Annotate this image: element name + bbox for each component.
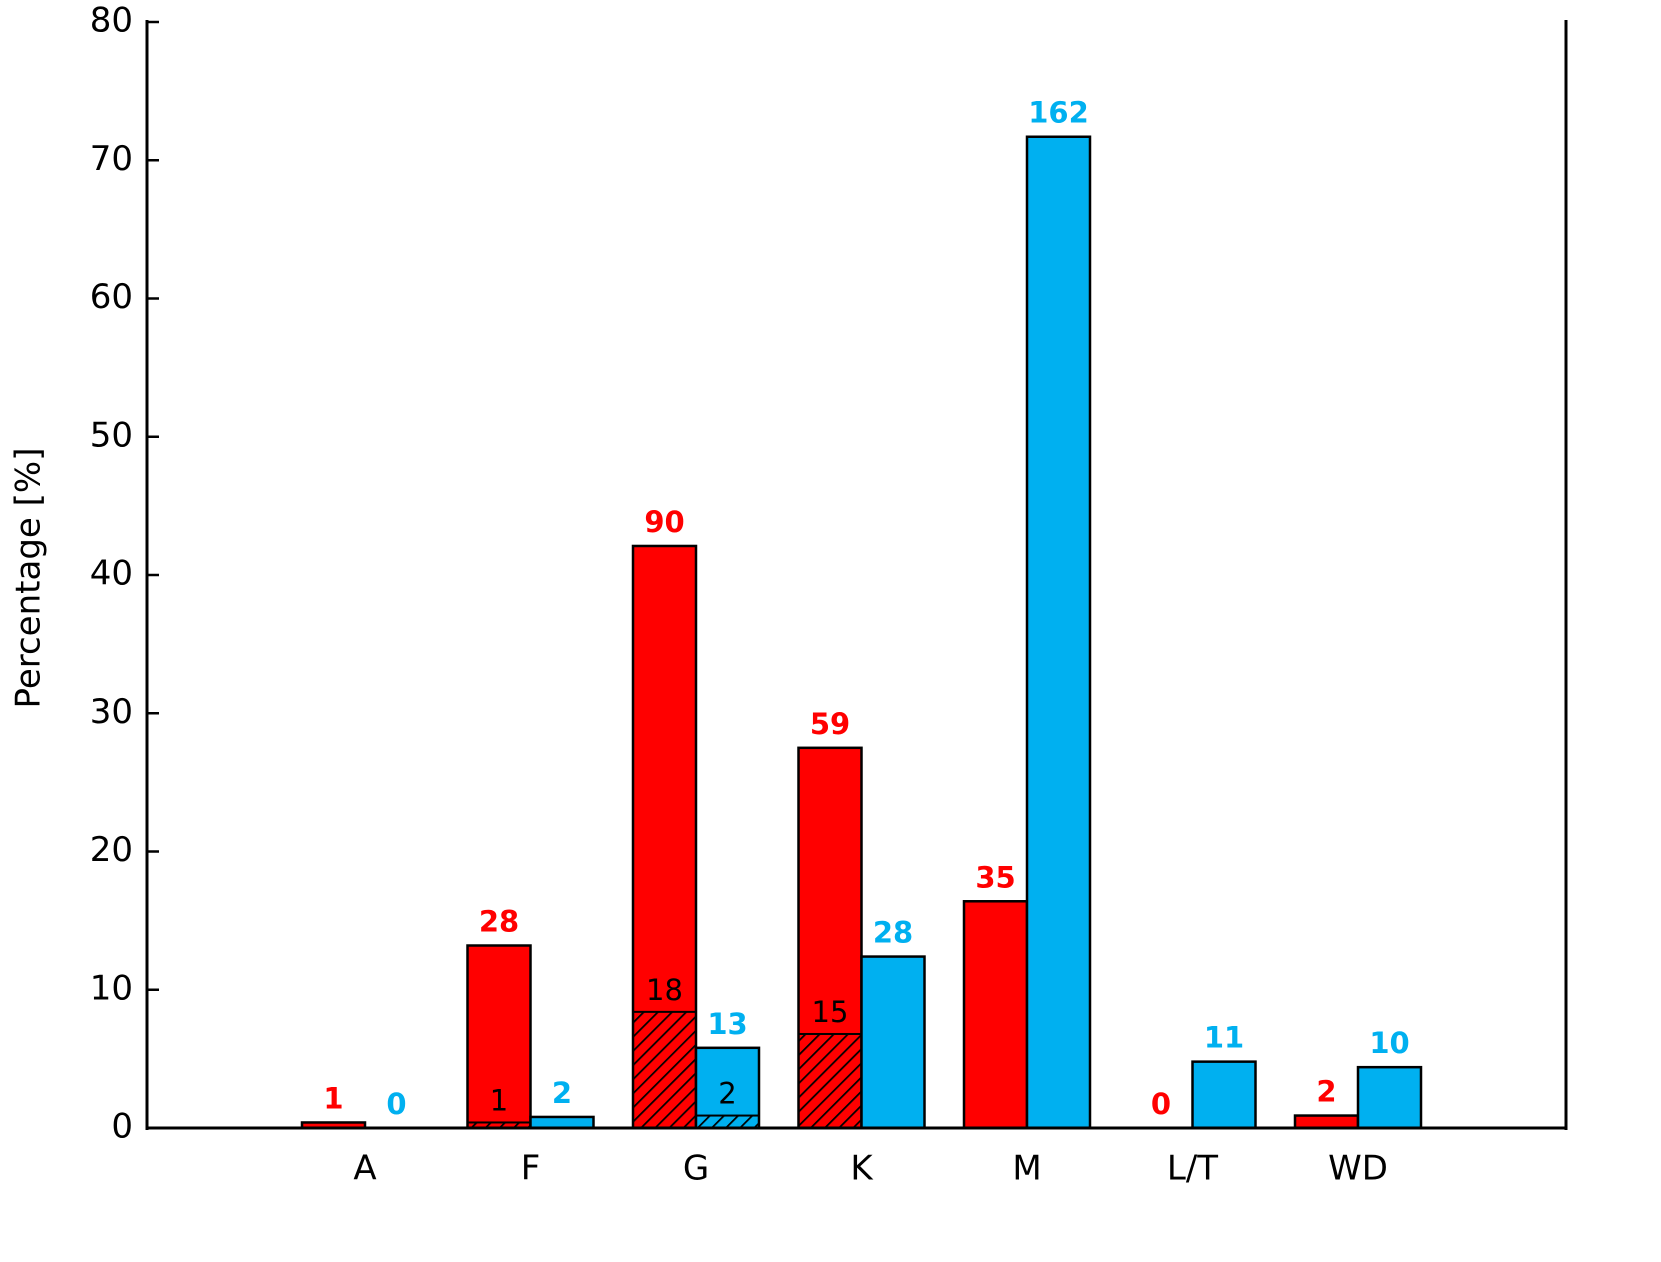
hatched-count-label: 1 [490, 1083, 508, 1117]
bar [466, 944, 532, 1130]
count-label: 0 [386, 1087, 406, 1121]
count-label: 1 [323, 1081, 343, 1115]
x-tick-label: WD [1328, 1149, 1388, 1189]
count-label: 11 [1204, 1021, 1244, 1055]
count-label: 28 [873, 916, 913, 950]
y-tick-label: 60 [90, 277, 133, 317]
hatched-bar [797, 1032, 863, 1129]
count-label: 35 [975, 860, 1015, 894]
y-tick-label: 0 [111, 1107, 133, 1147]
count-label: 162 [1028, 96, 1089, 130]
hatched-bar [632, 1010, 697, 1129]
y-tick-label: 20 [90, 830, 133, 870]
bar [1025, 135, 1092, 1130]
hatched-bar [695, 1114, 760, 1129]
hatched-count-label: 18 [646, 973, 683, 1007]
bar [529, 1115, 595, 1130]
x-tick-label: F [521, 1149, 541, 1189]
x-tick-label: L/T [1167, 1149, 1218, 1189]
bar [962, 900, 1029, 1130]
y-tick-label: 80 [90, 1, 133, 41]
x-tick-label: G [683, 1149, 709, 1189]
count-label: 28 [479, 905, 519, 939]
count-label: 13 [707, 1007, 747, 1041]
bar [860, 955, 926, 1130]
count-label: 90 [644, 505, 684, 539]
x-tick-label: K [850, 1149, 874, 1189]
y-tick-label: 50 [90, 415, 133, 455]
x-tick-label: A [353, 1149, 376, 1189]
y-tick-label: 70 [90, 139, 133, 179]
hatched-count-label: 15 [812, 995, 849, 1029]
count-label: 10 [1369, 1026, 1409, 1060]
x-tick-label: M [1012, 1149, 1041, 1189]
count-label: 59 [810, 707, 850, 741]
y-tick-label: 10 [90, 968, 133, 1008]
y-tick-label: 30 [90, 692, 133, 732]
y-axis-label: Percentage [%] [9, 448, 49, 709]
hatched-count-label: 2 [718, 1077, 736, 1111]
bar [1293, 1114, 1360, 1130]
count-label: 2 [552, 1076, 572, 1110]
bar [1191, 1060, 1257, 1130]
y-tick-label: 40 [90, 554, 133, 594]
count-label: 2 [1316, 1075, 1336, 1109]
bar [1356, 1065, 1423, 1130]
count-label: 0 [1151, 1087, 1171, 1121]
